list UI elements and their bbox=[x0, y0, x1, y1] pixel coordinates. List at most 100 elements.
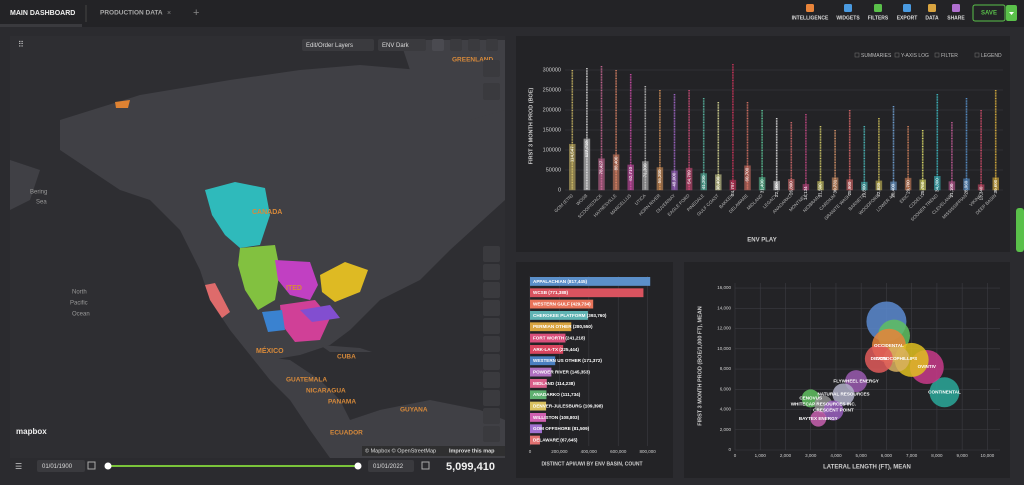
map-tool[interactable] bbox=[483, 246, 500, 262]
toolbar-label[interactable]: EXPORT bbox=[897, 15, 918, 21]
bar[interactable] bbox=[530, 413, 547, 422]
bubble[interactable] bbox=[864, 344, 893, 373]
tab[interactable]: PRODUCTION DATA bbox=[100, 10, 163, 17]
calendar-icon[interactable] bbox=[421, 461, 430, 470]
map-tool[interactable] bbox=[483, 354, 500, 370]
map-tool[interactable] bbox=[468, 39, 480, 51]
toolbar-label[interactable]: DATA bbox=[925, 15, 939, 21]
bubble-label: FLYWHEEL ENERGY bbox=[833, 378, 878, 383]
save-label[interactable]: SAVE bbox=[981, 11, 997, 17]
toggle-box[interactable] bbox=[934, 52, 940, 58]
bar[interactable] bbox=[530, 367, 552, 377]
bar[interactable] bbox=[530, 424, 542, 434]
toggle-box[interactable] bbox=[974, 52, 980, 58]
bar[interactable] bbox=[530, 379, 547, 388]
toggle-label[interactable]: SUMMARIES bbox=[861, 53, 892, 59]
slider-handle[interactable] bbox=[104, 462, 112, 470]
toolbar-icon[interactable] bbox=[874, 4, 882, 12]
close-tab[interactable]: × bbox=[167, 10, 171, 17]
map-tool[interactable] bbox=[483, 408, 500, 424]
x-tick-label: 800,000 bbox=[640, 449, 657, 454]
map-tool[interactable] bbox=[483, 300, 500, 316]
toolbar-icon[interactable] bbox=[903, 4, 911, 12]
y-tick-label: 14,000 bbox=[717, 305, 731, 310]
calendar-icon[interactable] bbox=[87, 461, 96, 470]
toggle-label[interactable]: FILTER bbox=[941, 53, 958, 59]
y-tick-label: 50000 bbox=[546, 167, 561, 173]
toolbar-icon[interactable] bbox=[928, 4, 936, 12]
bar[interactable] bbox=[530, 401, 547, 411]
style-button[interactable] bbox=[378, 39, 426, 51]
x-tick-label: 200,000 bbox=[551, 449, 568, 454]
toggle-label[interactable]: LEGEND bbox=[981, 53, 1002, 59]
end-date[interactable]: 01/01/2022 bbox=[373, 464, 404, 470]
start-date-box[interactable] bbox=[37, 460, 85, 472]
tab[interactable]: MAIN DASHBOARD bbox=[10, 10, 75, 17]
bar[interactable] bbox=[530, 333, 566, 343]
y-axis-label: FIRST 3 MONTH PROD (BOE) bbox=[528, 87, 534, 164]
map-tool[interactable] bbox=[483, 264, 500, 280]
toggle-box[interactable] bbox=[854, 52, 860, 58]
save-menu-arrow bbox=[1009, 12, 1014, 15]
map-tool[interactable] bbox=[483, 318, 500, 334]
bar[interactable] bbox=[530, 288, 644, 298]
toggle-box[interactable] bbox=[894, 52, 900, 58]
y-tick-label: 300000 bbox=[543, 67, 561, 73]
map-tool[interactable] bbox=[483, 372, 500, 388]
y-tick-label: 100000 bbox=[543, 147, 561, 153]
toolbar-label[interactable]: FILTERS bbox=[868, 15, 889, 21]
bar[interactable] bbox=[530, 311, 588, 320]
bar-label: WESTERN GULF (429,734) bbox=[533, 302, 591, 307]
map-tool[interactable] bbox=[432, 39, 444, 51]
value-label: 14,134 bbox=[803, 186, 808, 200]
bar[interactable] bbox=[530, 356, 556, 366]
median-box bbox=[846, 179, 853, 191]
x-tick-label: 400,000 bbox=[581, 449, 598, 454]
median-box bbox=[583, 138, 591, 191]
map-tool[interactable] bbox=[486, 39, 498, 51]
save-button[interactable] bbox=[972, 4, 1006, 22]
top-bar bbox=[0, 0, 1024, 27]
layers-button-label[interactable]: Edit/Order Layers bbox=[306, 43, 353, 49]
map-tool[interactable] bbox=[483, 390, 500, 406]
start-date[interactable]: 01/01/1900 bbox=[42, 464, 73, 470]
value-label: 30,600 bbox=[993, 179, 998, 193]
asia-edge bbox=[10, 160, 40, 210]
style-button-label[interactable]: ENV Dark bbox=[382, 43, 410, 49]
map-tool[interactable] bbox=[483, 336, 500, 352]
bubble[interactable] bbox=[810, 410, 827, 427]
toolbar-label[interactable]: INTELLIGENCE bbox=[792, 15, 829, 21]
bar[interactable] bbox=[530, 299, 594, 309]
side-tab[interactable] bbox=[1016, 208, 1024, 252]
bar[interactable] bbox=[530, 277, 651, 286]
toolbar-label[interactable]: WIDGETS bbox=[836, 15, 860, 21]
map-tool[interactable] bbox=[450, 39, 462, 51]
map-tool[interactable] bbox=[483, 83, 500, 100]
add-tab[interactable]: + bbox=[193, 7, 199, 19]
drag-handle[interactable]: ⠿ bbox=[18, 40, 24, 49]
bar[interactable] bbox=[530, 322, 572, 332]
slider-handle[interactable] bbox=[354, 462, 362, 470]
bubble[interactable] bbox=[929, 377, 960, 408]
bubble[interactable] bbox=[832, 383, 855, 406]
improve-link[interactable]: Improve this map bbox=[449, 448, 495, 454]
end-date-box[interactable] bbox=[368, 460, 414, 472]
value-label: 22,100 bbox=[774, 183, 779, 197]
bar[interactable] bbox=[530, 345, 564, 354]
list-icon[interactable]: ☰ bbox=[15, 462, 22, 471]
toolbar-label[interactable]: SHARE bbox=[947, 15, 965, 21]
map-tool[interactable] bbox=[483, 282, 500, 298]
toolbar-icon[interactable] bbox=[806, 4, 814, 12]
map-tool[interactable] bbox=[483, 60, 500, 77]
toolbar-icon[interactable] bbox=[844, 4, 852, 12]
toolbar-icon[interactable] bbox=[952, 4, 960, 12]
value-label: 21,100 bbox=[949, 183, 954, 197]
bar[interactable] bbox=[530, 390, 547, 400]
toggle-label[interactable]: Y-AXIS LOG bbox=[901, 53, 929, 59]
layers-button[interactable] bbox=[302, 39, 374, 51]
median-box bbox=[992, 177, 999, 191]
bar[interactable] bbox=[530, 435, 540, 445]
bubble[interactable] bbox=[823, 400, 844, 421]
map-tool[interactable] bbox=[483, 426, 500, 442]
well-cluster bbox=[205, 283, 230, 318]
